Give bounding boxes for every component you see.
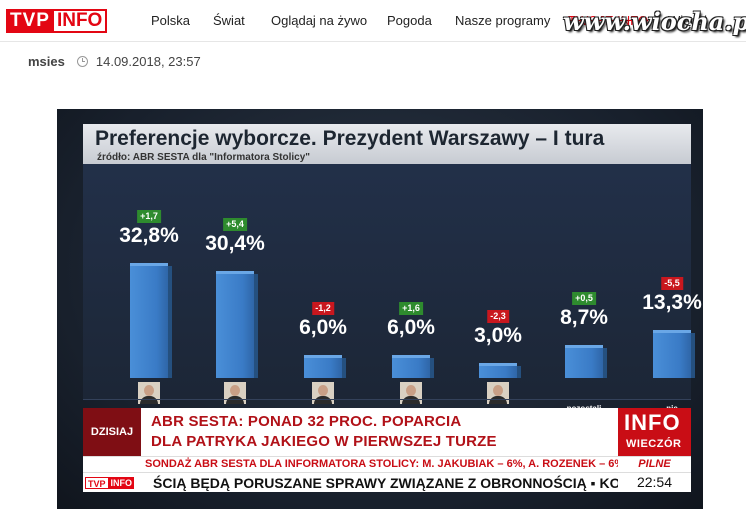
- tvp-info-logo[interactable]: TVP INFO: [6, 9, 108, 33]
- nav-pogoda[interactable]: Pogoda: [387, 13, 432, 28]
- ticker-line-2-text: SONDAŻ ABR SESTA DLA INFORMATORA STOLICY…: [145, 458, 621, 470]
- program-name: WIECZÓR: [626, 438, 682, 450]
- bar: [479, 363, 517, 378]
- ticker-line-2: SONDAŻ ABR SESTA DLA INFORMATORA STOLICY…: [83, 456, 621, 472]
- headline-line-2: DLA PATRYKA JAKIEGO W PIERWSZEJ TURZE: [151, 433, 497, 450]
- value-label: 6,0%: [387, 316, 435, 339]
- value-label: 3,0%: [474, 324, 522, 347]
- video-frame[interactable]: Preferencje wyborcze. Prezydent Warszawy…: [57, 109, 703, 509]
- top-navigation: TVP INFO Polska Świat Oglądaj na żywo Po…: [0, 0, 746, 42]
- change-badge: -5,5: [661, 277, 683, 290]
- graphic-title-panel: Preferencje wyborcze. Prezydent Warszawy…: [83, 124, 691, 164]
- candidate-photo: [224, 382, 246, 404]
- bar-column: -2,33,0%JanŚpiewak: [455, 164, 541, 427]
- pilne-label: PILNE: [618, 456, 691, 472]
- value-label: 13,3%: [642, 291, 702, 314]
- nav-ogladaj-na-zywo[interactable]: Oglądaj na żywo: [271, 13, 368, 28]
- change-badge: +0,5: [572, 292, 596, 305]
- graphic-title: Preferencje wyborcze. Prezydent Warszawy…: [95, 127, 605, 150]
- nav-polska[interactable]: Polska: [151, 13, 191, 28]
- nav-wiecej[interactable]: Więcej: [668, 13, 708, 28]
- bar-column: +1,732,8%PatrykJaki: [106, 164, 192, 427]
- bar: [565, 345, 603, 378]
- mini-logo-info: INFO: [108, 477, 135, 489]
- value-label: 6,0%: [299, 316, 347, 339]
- candidate-photo: [487, 382, 509, 404]
- clock-icon: [76, 55, 88, 67]
- bar-column: -5,513,3%niewiem: [629, 164, 703, 422]
- bar: [216, 271, 254, 378]
- author[interactable]: msies: [28, 53, 65, 69]
- change-badge: +1,6: [399, 302, 423, 315]
- chart-baseline: [83, 399, 691, 400]
- watermark: www.wiocha.pl: [563, 7, 746, 36]
- bar-column: +0,58,7%pozostalikandydaci: [541, 164, 627, 422]
- headline-line-1: ABR SESTA: PONAD 32 PROC. POPARCIA: [151, 413, 462, 430]
- change-badge: +5,4: [223, 218, 247, 231]
- change-badge: +1,7: [137, 210, 161, 223]
- mini-tvp-info-logo: TVP INFO: [85, 477, 135, 489]
- nav-nasze-programy[interactable]: Nasze programy: [455, 13, 551, 28]
- broadcast-clock: 22:54: [618, 472, 691, 492]
- value-label: 8,7%: [560, 306, 608, 329]
- headline-strip: DZISIAJ ABR SESTA: PONAD 32 PROC. POPARC…: [83, 408, 621, 456]
- graphic-source: źródło: ABR SESTA dla "Informatora Stoli…: [97, 152, 311, 163]
- bar: [392, 355, 430, 378]
- logo-info-text: INFO: [53, 9, 108, 33]
- nav-twoje-info[interactable]: TWOJE INFO: [568, 13, 649, 28]
- ticker-line-3-text: ŚCIĄ BĘDĄ PORUSZANE SPRAWY ZWIĄZANE Z OB…: [153, 475, 621, 491]
- bar: [304, 355, 342, 378]
- info-label: INFO: [624, 410, 681, 435]
- ticker-line-3: TVP INFO ŚCIĄ BĘDĄ PORUSZANE SPRAWY ZWIĄ…: [83, 472, 621, 492]
- value-label: 30,4%: [205, 232, 265, 255]
- nav-swiat[interactable]: Świat: [213, 13, 245, 28]
- bar: [130, 263, 168, 378]
- bar-column: -1,26,0%MarekJakubiak: [280, 164, 366, 427]
- dzisiaj-label: DZISIAJ: [83, 408, 141, 456]
- candidate-photo: [400, 382, 422, 404]
- change-badge: -2,3: [487, 310, 509, 323]
- bar-column: +5,430,4%RafałTrzaskowski: [192, 164, 278, 427]
- bar-column: +1,66,0%AndrzejRozenek: [368, 164, 454, 427]
- change-badge: -1,2: [312, 302, 334, 315]
- candidate-photo: [312, 382, 334, 404]
- logo-tvp-text: TVP: [6, 9, 54, 33]
- candidate-photo: [138, 382, 160, 404]
- value-label: 32,8%: [119, 224, 179, 247]
- poll-chart: +1,732,8%PatrykJaki+5,430,4%RafałTrzasko…: [83, 164, 702, 427]
- article-meta: msies 14.09.2018, 23:57: [28, 52, 201, 70]
- info-wieczor-badge: INFO WIECZÓR: [618, 408, 691, 456]
- bar: [653, 330, 691, 378]
- publish-datetime: 14.09.2018, 23:57: [95, 53, 201, 69]
- mini-logo-tvp: TVP: [85, 477, 109, 489]
